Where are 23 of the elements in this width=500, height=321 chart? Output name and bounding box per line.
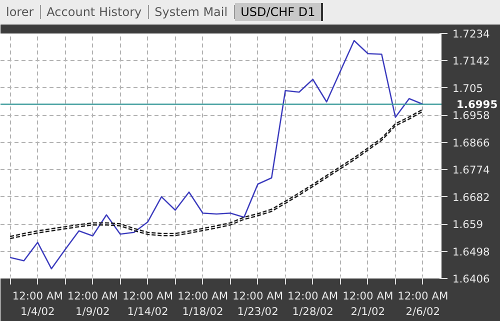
x-tick-label: 12:00 AM 1/9/02 bbox=[67, 290, 118, 318]
x-tick-label: 12:00 AM 2/1/02 bbox=[342, 290, 394, 318]
y-tick-label: 1.6682 bbox=[452, 190, 490, 204]
x-tick-label: 12:00 AM 2/6/02 bbox=[398, 290, 448, 318]
ref-line-label: 1.6995 bbox=[456, 98, 498, 112]
y-tick-label: 1.659 bbox=[452, 218, 484, 232]
y-tick-label: 1.6866 bbox=[452, 136, 490, 150]
y-tick-label: 1.6406 bbox=[452, 272, 490, 286]
x-tick-label: 12:00 AM 1/23/02 bbox=[232, 290, 284, 318]
text: System Mail bbox=[148, 5, 235, 19]
chart-title: USD/CHF D1 bbox=[234, 3, 324, 21]
y-tick-label: 1.705 bbox=[452, 82, 484, 95]
x-tick-label: 12:00 AM 1/14/02 bbox=[122, 290, 174, 318]
text: lorer bbox=[0, 5, 41, 19]
y-tick-label: 1.6774 bbox=[452, 164, 490, 177]
y-tick-label: 1.7142 bbox=[452, 54, 490, 68]
y-tick-label: 1.6498 bbox=[452, 245, 490, 258]
x-tick-label: 12:00 AM 1/18/02 bbox=[177, 290, 228, 318]
text: Account History bbox=[40, 5, 149, 19]
y-tick-label: 1.7234 bbox=[452, 28, 490, 40]
x-tick-label: 12:00 AM 1/4/02 bbox=[12, 290, 63, 318]
x-tick-label: 12:00 AM 1/28/02 bbox=[288, 290, 338, 318]
y-tick-label: 1.6958 bbox=[452, 109, 490, 122]
